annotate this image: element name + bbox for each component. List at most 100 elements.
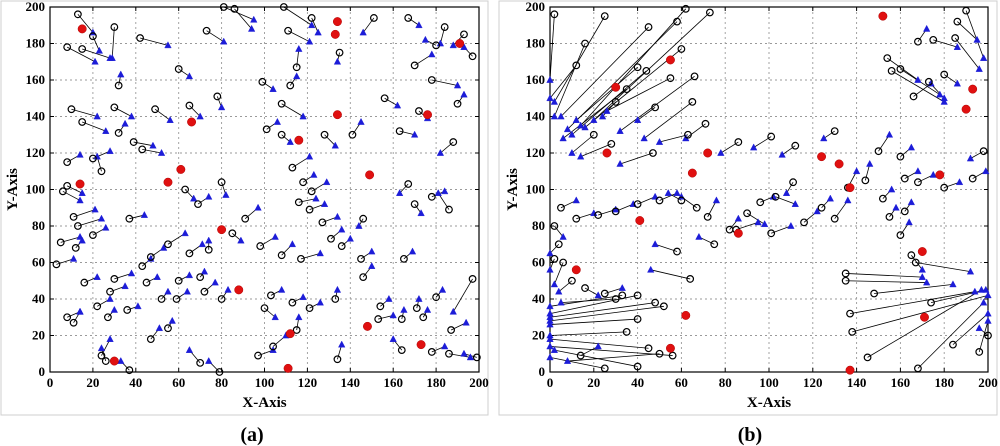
black-circle-marker [110, 103, 119, 112]
blue-triangle-marker [929, 170, 937, 178]
red-point-marker [666, 55, 675, 65]
black-circle-marker [241, 214, 250, 223]
x-tick-label: 0 [47, 375, 54, 390]
black-circle-marker [125, 214, 134, 223]
blue-triangle-marker [140, 211, 149, 218]
black-circle-marker [968, 174, 977, 183]
blue-triangle-marker [953, 79, 961, 87]
blue-triangle-marker [923, 278, 931, 286]
black-circle-marker [644, 23, 653, 31]
black-circle-marker [277, 130, 286, 139]
black-circle-marker [633, 291, 642, 300]
blue-triangle-marker [550, 346, 559, 353]
red-point-marker [217, 225, 227, 235]
link-line [560, 26, 649, 117]
black-circle-marker [230, 4, 239, 13]
blue-triangle-marker [346, 234, 354, 242]
black-circle-marker [101, 357, 110, 365]
blue-triangle-marker [550, 112, 559, 120]
black-circle-marker [651, 103, 660, 112]
x-tick-label: 140 [847, 375, 867, 390]
black-circle-marker [63, 181, 72, 190]
blue-triangle-marker [563, 357, 572, 364]
black-circle-marker [611, 97, 620, 106]
link-line [71, 108, 98, 117]
black-circle-marker [374, 315, 383, 323]
black-circle-marker [288, 163, 297, 172]
blue-triangle-marker [979, 298, 988, 306]
black-circle-marker [228, 229, 237, 238]
link-line [685, 123, 706, 139]
black-circle-marker [468, 52, 477, 61]
black-circle-marker [975, 348, 984, 356]
blue-triangle-marker [546, 320, 554, 328]
blue-triangle-marker [78, 189, 86, 196]
blue-triangle-marker [185, 271, 194, 279]
red-point-marker [687, 168, 697, 178]
blue-triangle-marker [102, 127, 110, 134]
black-circle-marker [681, 4, 690, 13]
blue-triangle-marker [787, 221, 795, 229]
link-line [943, 74, 958, 84]
link-line [619, 152, 654, 165]
blue-triangle-marker [396, 189, 404, 196]
black-circle-marker [194, 200, 202, 209]
black-circle-marker [58, 187, 67, 196]
blue-triangle-marker [820, 134, 828, 142]
black-circle-marker [848, 327, 857, 336]
link-line [407, 17, 420, 26]
y-tick-label: 80 [532, 218, 545, 233]
black-circle-marker [688, 97, 697, 106]
link-line [264, 307, 276, 318]
black-circle-marker [52, 260, 61, 269]
blue-triangle-marker [449, 41, 457, 49]
red-point-marker [681, 310, 691, 320]
blue-triangle-marker [166, 116, 174, 123]
blue-triangle-marker [254, 203, 262, 211]
black-circle-marker [554, 240, 563, 249]
black-circle-marker [791, 141, 800, 150]
blue-triangle-marker [441, 187, 449, 195]
red-point-marker [666, 343, 675, 353]
blue-triangle-marker [308, 21, 316, 29]
link-line [262, 81, 274, 90]
black-circle-marker [677, 45, 686, 53]
link-line [189, 105, 201, 117]
blue-triangle-marker [196, 112, 204, 120]
black-circle-marker [256, 242, 265, 250]
x-tick-label: 80 [719, 375, 732, 390]
blue-triangle-marker [295, 44, 303, 52]
black-circle-marker [861, 176, 870, 185]
blue-triangle-marker [299, 293, 307, 300]
black-circle-marker [204, 245, 213, 254]
link-line [874, 284, 954, 294]
black-circle-marker [677, 196, 686, 205]
black-circle-marker [215, 368, 224, 376]
x-tick-label: 180 [426, 375, 446, 390]
black-circle-marker [63, 313, 72, 322]
black-circle-marker [185, 249, 194, 258]
black-circle-marker [830, 214, 839, 223]
black-circle-marker [262, 125, 271, 134]
black-circle-marker [846, 309, 854, 318]
blue-triangle-marker [299, 112, 307, 120]
blue-triangle-marker [95, 46, 103, 54]
link-line [978, 320, 989, 353]
blue-triangle-marker [734, 214, 742, 222]
blue-triangle-marker [181, 229, 189, 237]
blue-triangle-marker [750, 143, 758, 151]
black-circle-marker [200, 287, 209, 296]
black-circle-marker [427, 348, 436, 356]
blue-triangle-marker [295, 313, 303, 321]
blue-triangle-marker [434, 189, 442, 196]
black-circle-marker [73, 222, 82, 230]
black-circle-marker [568, 276, 576, 285]
black-circle-marker [949, 340, 957, 349]
red-point-marker [332, 110, 342, 120]
black-circle-marker [80, 278, 89, 287]
blue-triangle-marker [333, 212, 342, 220]
link-line [549, 305, 664, 322]
black-circle-marker [114, 81, 123, 90]
link-line [178, 68, 190, 77]
x-tick-label: 100 [255, 375, 275, 390]
